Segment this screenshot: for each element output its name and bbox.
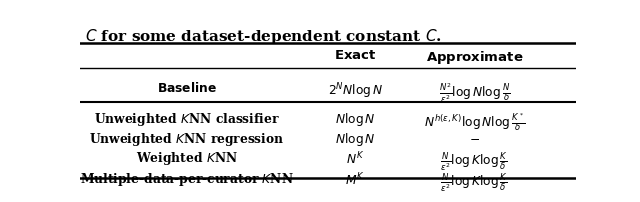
Text: $\mathbf{Baseline}$: $\mathbf{Baseline}$ bbox=[157, 81, 217, 95]
Text: $\frac{N^2}{\epsilon^2} \log N \log \frac{N}{\delta}$: $\frac{N^2}{\epsilon^2} \log N \log \fra… bbox=[438, 81, 510, 104]
Text: Unweighted $K$NN classifier: Unweighted $K$NN classifier bbox=[93, 111, 280, 128]
Text: Unweighted $K$NN regression: Unweighted $K$NN regression bbox=[89, 131, 284, 148]
Text: $N \log N$: $N \log N$ bbox=[335, 131, 376, 148]
Text: $\frac{N}{\epsilon^2} \log K \log \frac{K}{\delta}$: $\frac{N}{\epsilon^2} \log K \log \frac{… bbox=[440, 171, 508, 195]
Text: $\mathit{C}$ for some dataset-dependent constant $\mathit{C}$.: $\mathit{C}$ for some dataset-dependent … bbox=[85, 27, 442, 46]
Text: $\frac{N}{\epsilon^2} \log K \log \frac{K}{\delta}$: $\frac{N}{\epsilon^2} \log K \log \frac{… bbox=[440, 150, 508, 174]
Text: $\mathbf{Approximate}$: $\mathbf{Approximate}$ bbox=[426, 49, 523, 66]
Text: Weighted $K$NN: Weighted $K$NN bbox=[136, 150, 237, 167]
Text: $M^K$: $M^K$ bbox=[346, 171, 365, 188]
Text: $\mathbf{Exact}$: $\mathbf{Exact}$ bbox=[334, 49, 376, 62]
Text: $N^K$: $N^K$ bbox=[346, 150, 364, 167]
Text: $N \log N$: $N \log N$ bbox=[335, 111, 376, 128]
Text: Multiple-data-per-curator $K$NN: Multiple-data-per-curator $K$NN bbox=[80, 171, 294, 188]
Text: $N^{h(\epsilon,K)} \log N \log \frac{K^*}{\delta}$: $N^{h(\epsilon,K)} \log N \log \frac{K^*… bbox=[424, 111, 525, 133]
Text: $2^N N \log N$: $2^N N \log N$ bbox=[328, 81, 383, 101]
Text: $-$: $-$ bbox=[469, 131, 480, 144]
